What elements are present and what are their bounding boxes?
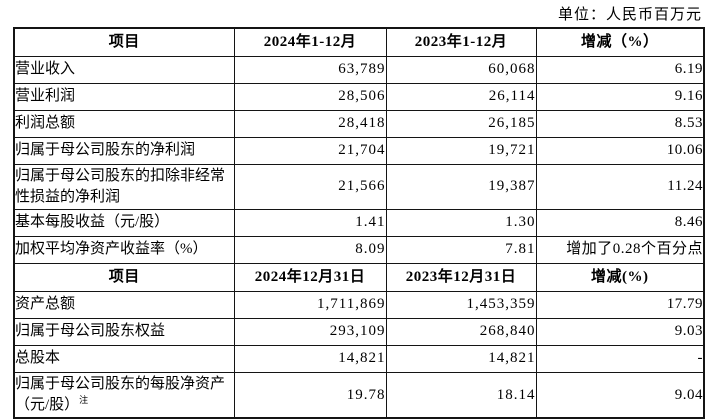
value-2023: 19,387 — [385, 163, 537, 210]
value-2024: 8.09 — [233, 235, 387, 264]
value-2024: 21,704 — [233, 136, 387, 165]
value-change: 6.19 — [535, 55, 705, 84]
row-label: 归属于母公司股东的每股净资产（元/股）注 — [13, 371, 235, 419]
value-2024: 28,418 — [233, 109, 387, 138]
value-2023: 1.30 — [385, 208, 537, 237]
header-2024-period: 2024年1-12月 — [233, 27, 387, 57]
value-change: 9.04 — [535, 371, 705, 419]
table-row: 归属于母公司股东的扣除非经常性损益的净利润 21,566 19,387 11.2… — [13, 163, 705, 210]
value-2023: 268,840 — [385, 317, 537, 346]
row-label: 加权平均净资产收益率（%） — [13, 235, 235, 264]
value-2024: 293,109 — [233, 317, 387, 346]
header-item-period: 项目 — [13, 27, 235, 57]
header-item-date: 项目 — [13, 262, 235, 292]
date-header-row: 项目 2024年12月31日 2023年12月31日 增减(%) — [13, 262, 705, 292]
value-2024: 28,506 — [233, 82, 387, 111]
unit-label: 单位：人民币百万元 — [557, 7, 702, 23]
value-change: 9.16 — [535, 82, 705, 111]
value-2024: 1.41 — [233, 208, 387, 237]
row-label: 归属于母公司股东的扣除非经常性损益的净利润 — [13, 163, 235, 210]
table-row: 营业收入 63,789 60,068 6.19 — [13, 55, 705, 84]
value-change: 8.46 — [535, 208, 705, 237]
value-2023: 19,721 — [385, 136, 537, 165]
value-2023: 26,114 — [385, 82, 537, 111]
period-header-row: 项目 2024年1-12月 2023年1-12月 增减（%） — [13, 27, 705, 57]
value-change: - — [535, 344, 705, 373]
row-label: 基本每股收益（元/股） — [13, 208, 235, 237]
header-2023-period: 2023年1-12月 — [385, 27, 537, 57]
financial-summary-table: 项目 2024年1-12月 2023年1-12月 增减（%） 营业收入 63,7… — [13, 27, 705, 419]
value-2023: 7.81 — [385, 235, 537, 264]
value-change: 10.06 — [535, 136, 705, 165]
value-2024: 19.78 — [233, 371, 387, 419]
value-2023: 60,068 — [385, 55, 537, 84]
table-row: 归属于母公司股东权益 293,109 268,840 9.03 — [13, 317, 705, 346]
table-row: 总股本 14,821 14,821 - — [13, 344, 705, 373]
row-label-text: 归属于母公司股东的每股净资产（元/股） — [15, 376, 226, 414]
row-label: 营业收入 — [13, 55, 235, 84]
value-change: 8.53 — [535, 109, 705, 138]
header-2023-date: 2023年12月31日 — [385, 262, 537, 292]
table-row: 加权平均净资产收益率（%） 8.09 7.81 增加了0.28个百分点 — [13, 235, 705, 264]
row-label: 归属于母公司股东权益 — [13, 317, 235, 346]
row-label: 利润总额 — [13, 109, 235, 138]
header-change-period: 增减（%） — [535, 27, 705, 57]
value-2024: 63,789 — [233, 55, 387, 84]
value-2023: 18.14 — [385, 371, 537, 419]
row-label: 总股本 — [13, 344, 235, 373]
row-label: 营业利润 — [13, 82, 235, 111]
value-2024: 14,821 — [233, 344, 387, 373]
value-2023: 1,453,359 — [385, 290, 537, 319]
table-row: 利润总额 28,418 26,185 8.53 — [13, 109, 705, 138]
value-2023: 14,821 — [385, 344, 537, 373]
row-label: 资产总额 — [13, 290, 235, 319]
table-row: 归属于母公司股东的净利润 21,704 19,721 10.06 — [13, 136, 705, 165]
value-change: 9.03 — [535, 317, 705, 346]
value-2024: 21,566 — [233, 163, 387, 210]
header-change-date: 增减(%) — [535, 262, 705, 292]
value-change: 增加了0.28个百分点 — [535, 235, 705, 264]
value-change: 17.79 — [535, 290, 705, 319]
header-2024-date: 2024年12月31日 — [233, 262, 387, 292]
table-row: 营业利润 28,506 26,114 9.16 — [13, 82, 705, 111]
value-2024: 1,711,869 — [233, 290, 387, 319]
table-row: 归属于母公司股东的每股净资产（元/股）注 19.78 18.14 9.04 — [13, 371, 705, 419]
value-change: 11.24 — [535, 163, 705, 210]
table-row: 资产总额 1,711,869 1,453,359 17.79 — [13, 290, 705, 319]
table-row: 基本每股收益（元/股） 1.41 1.30 8.46 — [13, 208, 705, 237]
row-label: 归属于母公司股东的净利润 — [13, 136, 235, 165]
footnote-marker: 注 — [79, 395, 89, 406]
value-2023: 26,185 — [385, 109, 537, 138]
